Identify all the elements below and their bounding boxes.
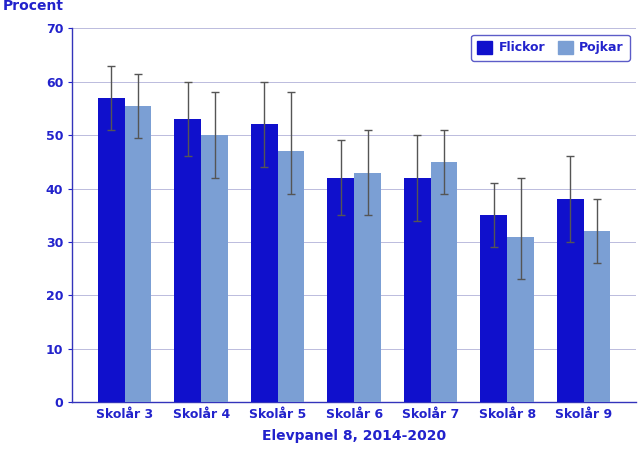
Bar	[251, 125, 278, 402]
Bar	[98, 98, 125, 402]
Bar	[480, 215, 507, 402]
Bar	[201, 135, 228, 402]
Y-axis label: Procent: Procent	[3, 0, 64, 14]
X-axis label: Elevpanel 8, 2014-2020: Elevpanel 8, 2014-2020	[262, 429, 446, 443]
Bar	[584, 231, 610, 402]
Legend: Flickor, Pojkar: Flickor, Pojkar	[471, 35, 629, 61]
Bar	[174, 119, 201, 402]
Bar	[354, 172, 381, 402]
Bar	[431, 162, 457, 402]
Bar	[278, 151, 305, 402]
Bar	[327, 178, 354, 402]
Bar	[557, 199, 584, 402]
Bar	[125, 106, 152, 402]
Bar	[507, 237, 534, 402]
Bar	[404, 178, 431, 402]
